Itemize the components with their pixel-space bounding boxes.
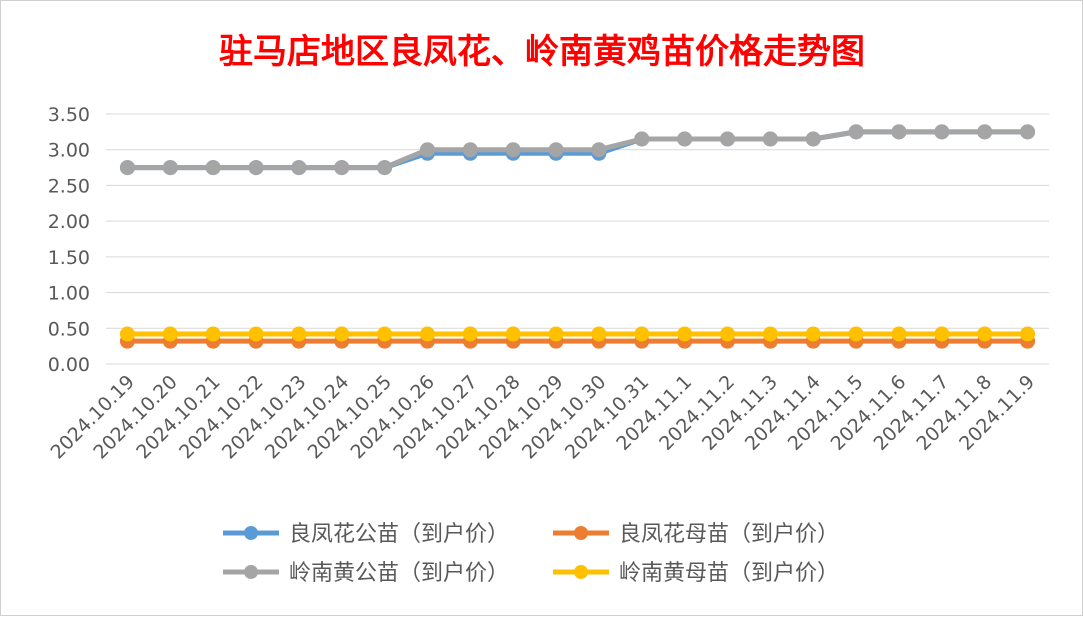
data-point [334,160,350,176]
data-point [634,326,650,342]
series-group [119,124,1036,349]
data-point [462,142,478,158]
data-point [162,326,178,342]
data-point [891,124,907,140]
data-point [205,160,221,176]
data-point [720,131,736,147]
y-axis: 3.50 3.00 2.50 2.00 1.50 1.00 0.50 0.00 [48,104,90,376]
data-point [591,326,607,342]
data-point [419,326,435,342]
legend-swatch-marker [574,526,588,540]
data-point [291,326,307,342]
data-point [119,326,135,342]
data-point [977,326,993,342]
data-point [591,142,607,158]
data-point [291,160,307,176]
data-point [548,326,564,342]
data-point [505,142,521,158]
legend-item[interactable]: 良凤花母苗（到户价） [553,522,839,547]
data-point [248,160,264,176]
legend-item[interactable]: 岭南黄母苗（到户价） [553,561,839,586]
legend-label: 良凤花公苗（到户价） [289,522,509,547]
data-point [634,131,650,147]
legend-label: 岭南黄母苗（到户价） [619,561,839,586]
data-point [548,142,564,158]
data-point [205,326,221,342]
data-point [848,326,864,342]
gridlines [106,113,1049,365]
chart-title: 驻马店地区良凤花、岭南黄鸡苗价格走势图 [219,32,865,72]
y-tick-label: 3.50 [48,104,90,126]
data-point [162,160,178,176]
data-point [762,131,778,147]
series-path [127,129,1028,171]
data-point [505,326,521,342]
data-point [934,326,950,342]
data-point [891,326,907,342]
legend-item[interactable]: 良凤花公苗（到户价） [223,522,509,547]
legend-swatch-marker [574,565,588,579]
data-point [1020,124,1036,140]
y-tick-label: 3.00 [48,140,90,162]
data-point [848,124,864,140]
data-point [805,326,821,342]
data-point [1020,326,1036,342]
data-point [762,326,778,342]
data-point [934,124,950,140]
series-line [119,326,1036,342]
legend-item[interactable]: 岭南黄公苗（到户价） [223,561,509,586]
y-tick-label: 1.50 [48,247,90,269]
y-tick-label: 2.50 [48,175,90,197]
data-point [119,160,135,176]
y-tick-label: 0.00 [48,354,90,376]
data-point [419,142,435,158]
data-point [377,160,393,176]
x-axis: 2024.10.192024.10.202024.10.212024.10.22… [46,371,1039,463]
data-point [248,326,264,342]
y-tick-label: 2.00 [48,211,90,233]
y-tick-label: 0.50 [48,318,90,340]
data-point [677,131,693,147]
legend-swatch-marker [244,526,258,540]
data-point [334,326,350,342]
data-point [677,326,693,342]
legend-swatch-marker [244,565,258,579]
legend-label: 良凤花母苗（到户价） [619,522,839,547]
series-line [119,124,1036,176]
y-tick-label: 1.00 [48,283,90,305]
data-point [720,326,736,342]
data-point [805,131,821,147]
legend-label: 岭南黄公苗（到户价） [289,561,509,586]
legend: 良凤花公苗（到户价） 良凤花母苗（到户价） 岭南黄公苗（到户价） 岭南黄母苗（到户价） [223,522,839,586]
data-point [462,326,478,342]
data-point [377,326,393,342]
data-point [977,124,993,140]
